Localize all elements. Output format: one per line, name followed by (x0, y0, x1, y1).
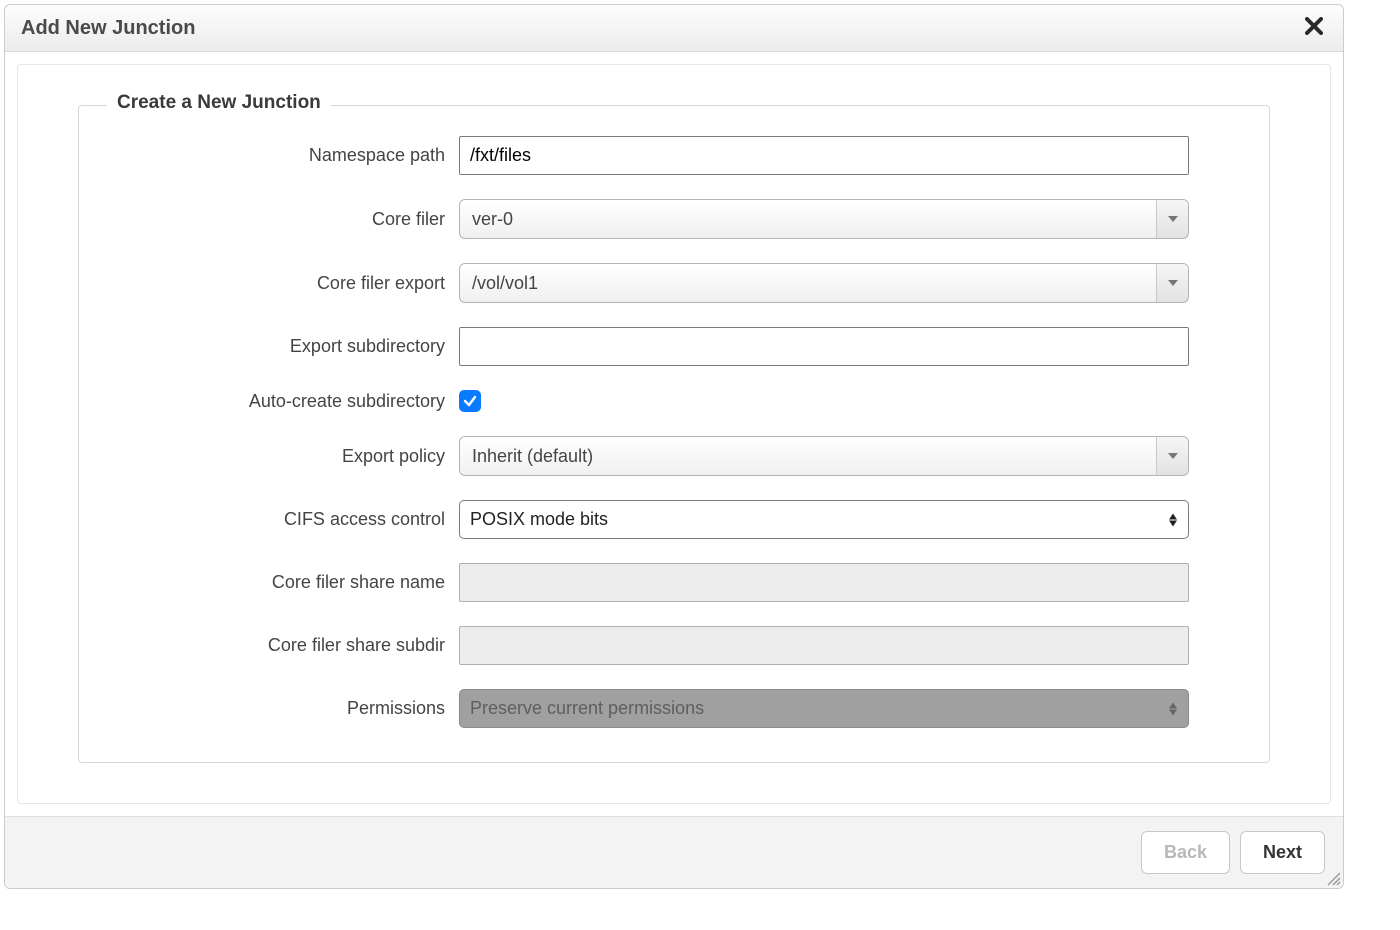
label-core-filer-export: Core filer export (79, 273, 459, 294)
core-filer-value: ver-0 (460, 209, 1156, 230)
row-core-filer-export: Core filer export /vol/vol1 (79, 263, 1189, 303)
label-export-subdirectory: Export subdirectory (79, 336, 459, 357)
export-policy-select[interactable]: Inherit (default) (459, 436, 1189, 476)
back-button: Back (1141, 831, 1230, 874)
add-junction-dialog: Add New Junction Create a New Junction N… (4, 4, 1344, 889)
label-core-filer-share-subdir: Core filer share subdir (79, 635, 459, 656)
label-export-policy: Export policy (79, 446, 459, 467)
chevron-down-icon (1156, 264, 1188, 302)
label-cifs-access-control: CIFS access control (79, 509, 459, 530)
namespace-path-input[interactable] (459, 136, 1189, 175)
row-namespace-path: Namespace path (79, 136, 1189, 175)
export-policy-value: Inherit (default) (460, 446, 1156, 467)
dialog-header: Add New Junction (5, 5, 1343, 52)
core-filer-export-value: /vol/vol1 (460, 273, 1156, 294)
fieldset-legend: Create a New Junction (107, 92, 331, 114)
close-icon[interactable] (1301, 15, 1327, 41)
create-junction-fieldset: Create a New Junction Namespace path Cor… (78, 105, 1270, 763)
cifs-access-control-select[interactable]: POSIX mode bits (459, 500, 1189, 539)
row-auto-create-subdirectory: Auto-create subdirectory (79, 390, 1189, 412)
permissions-select: Preserve current permissions (459, 689, 1189, 728)
row-core-filer: Core filer ver-0 (79, 199, 1189, 239)
dialog-body: Create a New Junction Namespace path Cor… (5, 52, 1343, 816)
label-permissions: Permissions (79, 698, 459, 719)
dialog-footer: Back Next (5, 816, 1343, 888)
chevron-down-icon (1156, 200, 1188, 238)
row-core-filer-share-subdir: Core filer share subdir (79, 626, 1189, 665)
row-core-filer-share-name: Core filer share name (79, 563, 1189, 602)
label-core-filer: Core filer (79, 209, 459, 230)
label-namespace-path: Namespace path (79, 145, 459, 166)
row-cifs-access-control: CIFS access control POSIX mode bits (79, 500, 1189, 539)
row-permissions: Permissions Preserve current permissions (79, 689, 1189, 728)
inner-panel: Create a New Junction Namespace path Cor… (17, 64, 1331, 804)
auto-create-subdirectory-checkbox[interactable] (459, 390, 481, 412)
core-filer-share-name-input (459, 563, 1189, 602)
permissions-value: Preserve current permissions (470, 698, 704, 719)
core-filer-export-select[interactable]: /vol/vol1 (459, 263, 1189, 303)
label-auto-create-subdirectory: Auto-create subdirectory (79, 391, 459, 412)
core-filer-select[interactable]: ver-0 (459, 199, 1189, 239)
dialog-title: Add New Junction (21, 17, 195, 40)
row-export-policy: Export policy Inherit (default) (79, 436, 1189, 476)
cifs-access-control-value: POSIX mode bits (470, 509, 608, 530)
resize-grip-icon[interactable] (1325, 870, 1341, 886)
export-subdirectory-input[interactable] (459, 327, 1189, 366)
label-core-filer-share-name: Core filer share name (79, 572, 459, 593)
core-filer-share-subdir-input (459, 626, 1189, 665)
chevron-down-icon (1156, 437, 1188, 475)
row-export-subdirectory: Export subdirectory (79, 327, 1189, 366)
next-button[interactable]: Next (1240, 831, 1325, 874)
